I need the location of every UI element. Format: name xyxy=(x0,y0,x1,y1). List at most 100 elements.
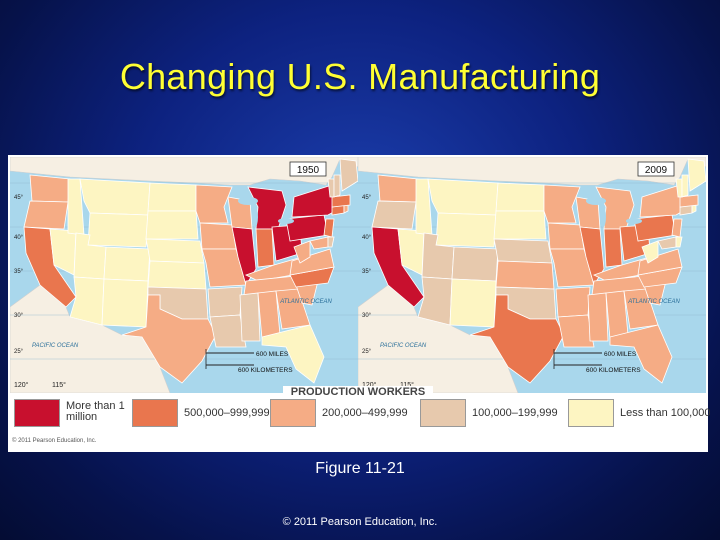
longitude-label: 120° xyxy=(14,381,29,389)
svg-text:1950: 1950 xyxy=(297,165,320,176)
year-label: 2009 xyxy=(637,161,675,177)
state-de xyxy=(327,236,335,248)
longitude-label: 115° xyxy=(400,381,414,389)
latitude-label: 35° xyxy=(14,269,24,275)
state-in xyxy=(255,228,275,268)
svg-text:2009: 2009 xyxy=(645,165,668,176)
state-md xyxy=(309,236,329,250)
state-ri xyxy=(343,204,349,214)
state-nd xyxy=(147,182,197,212)
state-nh xyxy=(681,174,689,198)
latitude-label: 25° xyxy=(362,349,372,355)
state-pa xyxy=(285,214,329,242)
state-ms xyxy=(239,292,261,342)
state-tx xyxy=(469,294,565,384)
scale-bar: 600 MILES 600 KILOMETERS xyxy=(205,349,293,374)
state-la xyxy=(209,314,247,348)
slide-title: Changing U.S. Manufacturing xyxy=(119,56,601,97)
state-nd xyxy=(495,182,545,212)
latitude-label: 25° xyxy=(14,349,24,355)
state-in xyxy=(603,228,623,268)
state-nj xyxy=(323,218,335,238)
latitude-label: 30° xyxy=(14,313,24,319)
legend-swatch xyxy=(132,399,178,427)
scale-bar: 600 MILES 600 KILOMETERS xyxy=(553,349,641,374)
state-mo xyxy=(549,248,595,288)
lake-michigan xyxy=(252,207,258,227)
scale-km-label: 600 KILOMETERS xyxy=(238,367,293,374)
state-ri xyxy=(691,204,697,214)
state-la xyxy=(557,314,595,348)
atlantic-ocean-label: ATLANTIC OCEAN xyxy=(279,299,332,305)
state-mn xyxy=(195,184,233,224)
atlantic-ocean-label: ATLANTIC OCEAN xyxy=(627,299,680,305)
state-mn xyxy=(543,184,581,224)
state-wy xyxy=(87,212,149,248)
legend-label: 200,000–499,999 xyxy=(322,407,408,419)
state-ia xyxy=(199,222,237,250)
latitude-label: 30° xyxy=(362,313,372,319)
state-md xyxy=(657,236,677,250)
state-ma xyxy=(679,194,699,208)
state-or xyxy=(371,200,417,230)
state-me xyxy=(687,158,706,192)
state-pa xyxy=(633,214,677,242)
state-ms xyxy=(587,292,609,342)
state-sd xyxy=(145,210,199,240)
legend-swatch xyxy=(14,399,60,427)
legend-swatch xyxy=(420,399,466,427)
legend-label: 500,000–999,999 xyxy=(184,407,270,419)
state-mt xyxy=(427,178,499,216)
state-az xyxy=(69,276,105,326)
state-co xyxy=(103,246,151,282)
state-az xyxy=(417,276,453,326)
legend-label: More than 1 million xyxy=(66,400,125,423)
state-me xyxy=(339,158,358,192)
state-de xyxy=(675,236,683,248)
state-ar xyxy=(555,286,591,318)
figure-frame: 1950 ATLANTIC OCEAN PACIFIC OCEAN 45° 40° 35°… xyxy=(8,155,711,452)
legend-swatch xyxy=(270,399,316,427)
lake-erie xyxy=(626,218,642,224)
latitude-label: 45° xyxy=(362,195,372,201)
state-or xyxy=(23,200,69,230)
state-fl xyxy=(261,324,325,384)
pacific-ocean-label: PACIFIC OCEAN xyxy=(380,343,427,349)
state-nm xyxy=(101,278,149,328)
state-ne xyxy=(145,238,205,264)
legend-label: 100,000–199,999 xyxy=(472,407,558,419)
state-ne xyxy=(493,238,553,264)
latitude-label: 45° xyxy=(14,195,24,201)
legend-label: Less than 100,000 xyxy=(620,407,711,419)
scale-miles-label: 600 MILES xyxy=(604,351,637,358)
longitude-label: 115° xyxy=(52,381,66,389)
lake-superior xyxy=(238,197,258,205)
state-mo xyxy=(201,248,247,288)
latitude-label: 40° xyxy=(14,235,24,241)
state-ks xyxy=(495,260,555,290)
state-ks xyxy=(147,260,207,290)
longitude-label: 120° xyxy=(362,381,377,389)
state-sd xyxy=(493,210,547,240)
state-va xyxy=(289,248,335,276)
legend-title: PRODUCTION WORKERS xyxy=(8,386,708,398)
figure-caption: Figure 11-21 xyxy=(315,460,405,477)
state-al xyxy=(605,290,629,340)
state-nh xyxy=(333,174,341,198)
pacific-ocean-label: PACIFIC OCEAN xyxy=(32,343,79,349)
lake-erie xyxy=(278,218,294,224)
state-nj xyxy=(671,218,683,238)
state-wv xyxy=(641,240,659,264)
figure-copyright: © 2011 Pearson Education, Inc. xyxy=(12,438,97,444)
legend-swatch xyxy=(568,399,614,427)
state-al xyxy=(257,290,281,340)
copyright-footer: © 2011 Pearson Education, Inc. xyxy=(282,516,438,528)
state-wv xyxy=(293,240,311,264)
state-ma xyxy=(331,194,351,208)
state-va xyxy=(637,248,683,276)
state-wa xyxy=(377,174,419,203)
state-ia xyxy=(547,222,585,250)
latitude-label: 35° xyxy=(362,269,372,275)
state-fl xyxy=(609,324,673,384)
scale-km-label: 600 KILOMETERS xyxy=(586,367,641,374)
